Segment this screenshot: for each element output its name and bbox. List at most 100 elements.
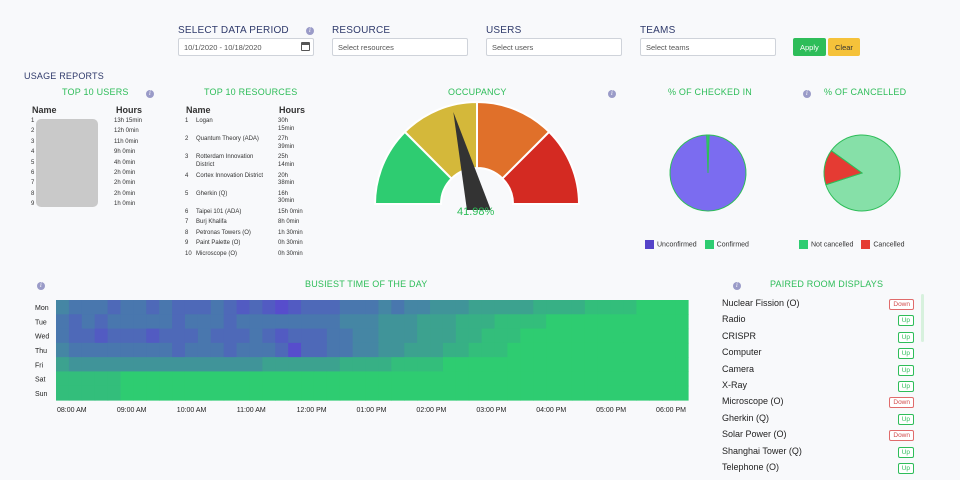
heatmap-cell <box>326 314 341 330</box>
heatmap-cell <box>223 328 238 344</box>
heatmap-cell <box>507 371 521 387</box>
heatmap-cell <box>417 300 431 315</box>
heatmap-cell <box>133 314 147 330</box>
heatmap-cell <box>533 314 547 330</box>
heatmap-cell <box>120 300 134 315</box>
room-row[interactable]: Telephone (O) Up <box>722 461 918 475</box>
info-icon[interactable]: i <box>733 282 741 290</box>
heatmap-cell <box>636 328 650 344</box>
calendar-icon[interactable] <box>301 42 310 51</box>
heatmap-cell <box>56 385 70 401</box>
heatmap-cell <box>481 314 496 330</box>
heatmap-cell <box>481 328 496 344</box>
heatmap-cell <box>494 300 509 315</box>
heatmap-cell <box>236 371 251 387</box>
heatmap-cell <box>81 300 96 315</box>
heatmap-cell <box>507 300 521 315</box>
heatmap-cell <box>610 385 625 401</box>
info-icon[interactable]: i <box>803 90 811 98</box>
room-row[interactable]: Microscope (O) Down <box>722 395 918 409</box>
heatmap-cell <box>107 371 122 387</box>
info-icon[interactable]: i <box>146 90 154 98</box>
room-row[interactable]: X-Ray Up <box>722 379 918 393</box>
hours: 0h 30min <box>278 250 303 257</box>
top-resources-title: TOP 10 RESOURCES <box>204 87 298 97</box>
heatmap-cell <box>223 300 238 315</box>
heatmap-cell <box>339 385 354 401</box>
heatmap-cell <box>56 328 70 344</box>
room-row[interactable]: Radio Up <box>722 313 918 327</box>
resource-select[interactable]: Select resources <box>332 38 468 56</box>
heatmap-cell <box>430 328 444 344</box>
hours: 0h 30min <box>278 240 303 247</box>
heatmap-cell <box>184 300 199 315</box>
heatmap-cell <box>81 328 96 344</box>
heatmap-cell <box>636 342 650 358</box>
rank: 6 <box>185 209 189 215</box>
occupancy-gauge <box>373 100 581 210</box>
date-range-input[interactable]: 10/1/2020 - 10/18/2020 <box>178 38 314 56</box>
heatmap-cell <box>481 385 496 401</box>
heatmap-cell <box>210 300 225 315</box>
heatmap-cell <box>662 328 676 344</box>
room-row[interactable]: Gherkin (Q) Up <box>722 412 918 426</box>
apply-button[interactable]: Apply <box>793 38 826 56</box>
room-name: Nuclear Fission (O) <box>722 298 800 308</box>
heatmap-cell <box>262 371 276 387</box>
info-icon[interactable]: i <box>306 27 314 35</box>
hours: 12h 0min <box>114 128 139 135</box>
room-row[interactable]: Camera Up <box>722 363 918 377</box>
users-placeholder: Select users <box>492 43 534 52</box>
heatmap-cell <box>430 357 444 373</box>
heatmap-cell <box>159 357 173 373</box>
heatmap-cell <box>68 300 83 315</box>
hours: 1h 30min <box>278 229 303 236</box>
resource-name: Quantum Theory (ADA) <box>196 136 259 143</box>
heatmap-cell <box>442 342 457 358</box>
room-name: CRISPR <box>722 330 757 341</box>
room-row[interactable]: Shanghai Tower (Q) Up <box>722 445 918 459</box>
resource-placeholder: Select resources <box>338 43 394 52</box>
heatmap-cell <box>275 342 289 358</box>
room-row[interactable]: Nuclear Fission (O) Down <box>722 297 918 311</box>
heatmap-cell <box>223 371 238 387</box>
scrollbar[interactable] <box>921 294 924 342</box>
list-item: 7 2h 0min <box>30 180 170 190</box>
hours: 13h 15min <box>114 118 143 124</box>
heatmap-cell <box>546 342 560 358</box>
heatmap-row-label: Sun <box>35 391 48 398</box>
heatmap-cell <box>365 300 380 315</box>
heatmap-cell <box>326 342 341 358</box>
heatmap-cell <box>417 314 431 330</box>
room-row[interactable]: Computer Up <box>722 346 918 360</box>
heatmap-cell <box>275 300 289 315</box>
heatmap-row-label: Sat <box>35 377 46 384</box>
status-badge: Up <box>897 364 914 376</box>
heatmap-cell <box>571 385 586 401</box>
heatmap-cell <box>352 314 367 330</box>
heatmap-row-label: Fri <box>35 362 44 369</box>
heatmap-cell <box>236 342 251 358</box>
heatmap-cell <box>172 300 186 315</box>
users-select[interactable]: Select users <box>486 38 622 56</box>
heatmap-cell <box>649 342 663 358</box>
checked-in-pie <box>669 134 747 212</box>
heatmap-cell <box>133 371 147 387</box>
heatmap-cell <box>172 357 186 373</box>
heatmap-cell <box>94 342 109 358</box>
heatmap-col-label: 06:00 PM <box>656 407 686 414</box>
room-row[interactable]: CRISPR Up <box>722 330 918 344</box>
heatmap-row-label: Tue <box>35 319 47 326</box>
teams-select[interactable]: Select teams <box>640 38 776 56</box>
heatmap-cell <box>520 342 534 358</box>
info-icon[interactable]: i <box>608 90 616 98</box>
heatmap-cell <box>507 328 521 344</box>
heatmap-cell <box>455 328 470 344</box>
clear-button[interactable]: Clear <box>828 38 860 56</box>
heatmap-cell <box>172 342 186 358</box>
info-icon[interactable]: i <box>37 282 45 290</box>
heatmap-cell <box>184 328 199 344</box>
heatmap-cell <box>313 385 328 401</box>
room-row[interactable]: Solar Power (O) Down <box>722 428 918 442</box>
heatmap-cell <box>649 300 663 315</box>
